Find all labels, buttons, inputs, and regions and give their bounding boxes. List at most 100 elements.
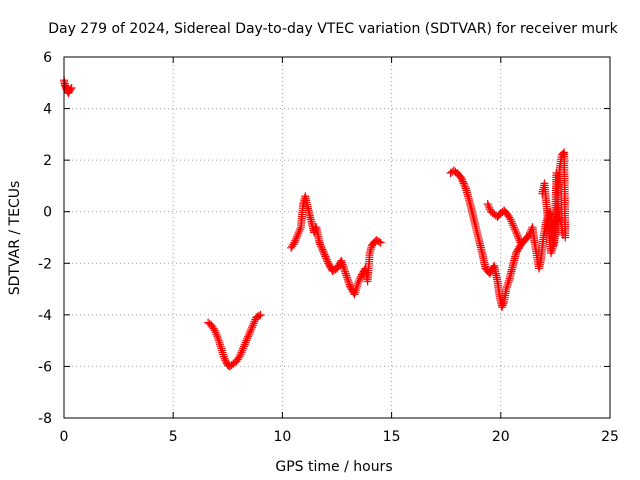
data-point: [483, 199, 492, 208]
data-point: [322, 254, 331, 263]
data-point: [342, 273, 351, 282]
data-point: [355, 276, 364, 285]
data-point: [235, 352, 244, 361]
data-point: [292, 232, 301, 241]
axis-ticks: 0 5 10 15 20 25 -8 -6 -4 -2 0 2 4 6: [38, 50, 619, 445]
data-point: [505, 213, 514, 222]
y-tick-label: -4: [38, 308, 52, 324]
data-point: [248, 323, 257, 332]
data-point: [339, 264, 348, 273]
data-point: [343, 275, 352, 284]
data-point: [498, 301, 507, 310]
x-tick-label: 15: [383, 429, 401, 445]
data-point: [515, 236, 524, 245]
data-point: [244, 332, 253, 341]
data-point: [351, 288, 360, 297]
data-point: [353, 279, 362, 288]
data-point: [350, 290, 359, 299]
y-axis-label: SDTVAR / TECUs: [7, 181, 23, 296]
y-tick-label: -2: [38, 256, 52, 272]
data-point: [559, 230, 568, 239]
data-point: [214, 336, 223, 345]
data-point: [212, 330, 221, 339]
data-point: [219, 352, 228, 361]
data-point: [459, 179, 468, 188]
data-point: [510, 225, 519, 234]
data-point: [458, 177, 467, 186]
y-tick-label: -8: [38, 411, 52, 427]
data-point: [339, 262, 348, 271]
x-tick-label: 25: [601, 429, 619, 445]
data-point: [248, 321, 257, 330]
data-point: [516, 238, 525, 247]
data-point: [291, 236, 300, 245]
data-point: [239, 344, 248, 353]
data-point: [238, 346, 247, 355]
data-point: [246, 326, 255, 335]
data-point: [554, 212, 563, 221]
data-point: [502, 283, 511, 292]
data-point: [289, 240, 298, 249]
y-tick-label: 0: [43, 205, 52, 221]
data-point: [547, 246, 556, 255]
data-point: [320, 250, 329, 259]
data-point: [210, 326, 219, 335]
data-point: [485, 203, 494, 212]
data-point: [337, 256, 346, 265]
data-points: [60, 76, 570, 371]
x-tick-label: 5: [169, 429, 178, 445]
data-point: [317, 243, 326, 252]
data-point: [236, 350, 245, 359]
data-point: [354, 277, 363, 286]
data-point: [376, 238, 385, 247]
data-point: [344, 276, 353, 285]
data-point: [322, 255, 331, 264]
plot-frame: [63, 56, 611, 419]
data-point: [513, 232, 522, 241]
data-point: [341, 269, 350, 278]
data-point: [234, 353, 243, 362]
data-point: [514, 234, 523, 243]
data-point: [352, 284, 361, 293]
y-tick-label: 6: [43, 50, 52, 66]
data-point: [218, 348, 227, 357]
data-point: [504, 278, 513, 287]
data-point: [461, 182, 470, 191]
y-tick-label: -6: [38, 359, 52, 375]
data-point: [216, 342, 225, 351]
data-point: [507, 217, 516, 226]
data-point: [217, 346, 226, 355]
data-point: [375, 237, 384, 246]
data-point: [209, 324, 218, 333]
data-point: [351, 286, 360, 295]
data-point: [549, 240, 558, 249]
data-point: [247, 325, 256, 334]
data-point: [292, 234, 301, 243]
data-point: [356, 274, 365, 283]
data-point: [511, 227, 520, 236]
data-point: [345, 280, 354, 289]
data-point: [249, 319, 258, 328]
data-point: [555, 214, 564, 223]
data-point: [256, 310, 265, 319]
chart-title: Day 279 of 2024, Sidereal Day-to-day VTE…: [48, 21, 618, 37]
x-tick-label: 20: [492, 429, 510, 445]
data-point: [242, 336, 251, 345]
data-point: [315, 238, 324, 247]
data-point: [508, 219, 517, 228]
data-point: [244, 330, 253, 339]
data-point: [67, 83, 76, 92]
data-point: [321, 252, 330, 261]
data-point: [237, 348, 246, 357]
data-point: [513, 230, 522, 239]
data-point: [290, 238, 299, 247]
data-point: [548, 244, 557, 253]
data-point: [296, 225, 305, 234]
x-tick-label: 0: [60, 429, 69, 445]
data-point: [211, 328, 220, 337]
data-point: [337, 258, 346, 267]
data-point: [250, 317, 259, 326]
data-point: [219, 350, 228, 359]
data-point: [504, 276, 513, 285]
data-point: [457, 174, 466, 183]
